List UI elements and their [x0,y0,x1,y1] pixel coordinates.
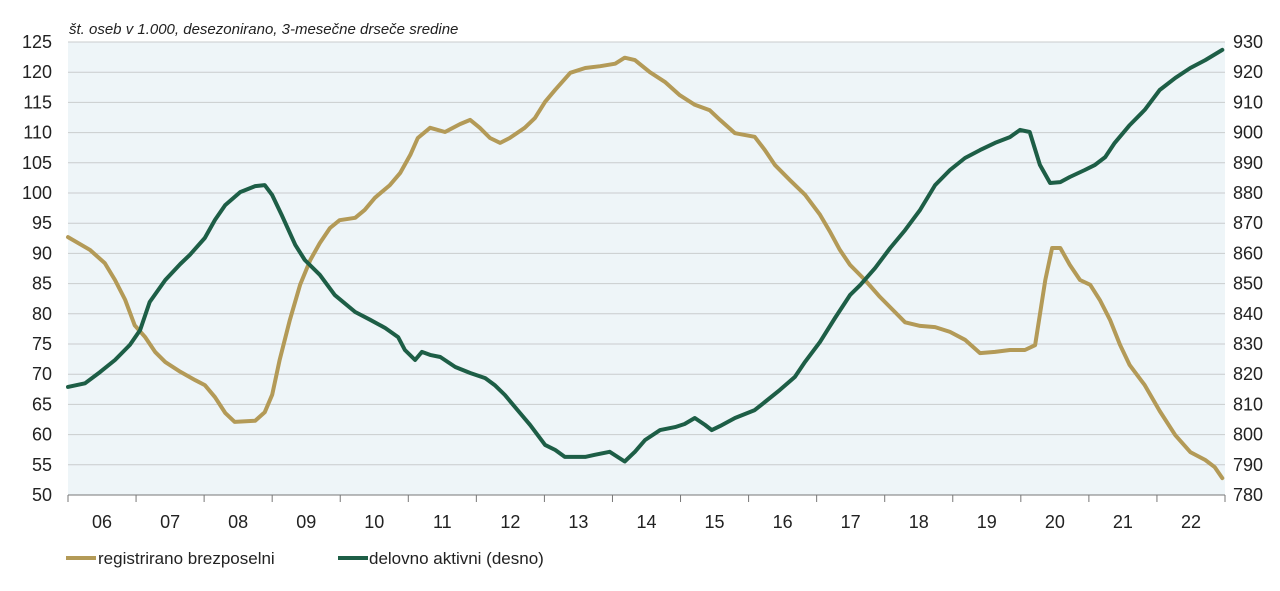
y-left-tick-label: 105 [22,153,52,173]
x-tick-label: 20 [1045,512,1065,532]
plot-area [68,42,1225,495]
y-right-tick-label: 790 [1233,455,1263,475]
y-right-tick-label: 840 [1233,304,1263,324]
y-left-tick-label: 65 [32,394,52,414]
y-right-tick-label: 870 [1233,213,1263,233]
gridlines [68,41,1225,466]
y-left-tick-label: 75 [32,334,52,354]
series-lines [66,47,1225,481]
y-right-tick-label: 780 [1233,485,1263,505]
x-tick-label: 09 [296,512,316,532]
y-left-tick-label: 100 [22,183,52,203]
y-left-tick-label: 90 [32,243,52,263]
x-tick-label: 14 [636,512,656,532]
y-left-tick-label: 55 [32,455,52,475]
x-tick-label: 22 [1181,512,1201,532]
left-axis: 125 120 115 110 105 100 95 90 85 80 75 70 65 60 55 50 [22,32,52,505]
x-tick-label: 15 [705,512,725,532]
x-tick-label: 06 [92,512,112,532]
x-axis: 06 07 08 09 10 11 12 13 14 15 16 17 18 19 20 21 22 [67,494,1226,532]
x-tick-label: 10 [364,512,384,532]
y-right-tick-label: 910 [1233,92,1263,112]
y-right-tick-label: 900 [1233,123,1263,143]
y-right-tick-label: 860 [1233,243,1263,263]
y-left-tick-label: 125 [22,32,52,52]
x-tick-label: 13 [568,512,588,532]
y-left-tick-label: 110 [23,123,52,143]
right-axis: 930 920 910 900 890 880 870 860 850 840 830 820 810 8… [1233,32,1263,505]
y-left-tick-label: 85 [32,274,52,294]
y-right-tick-label: 830 [1233,334,1263,354]
y-left-tick-label: 115 [23,92,52,112]
y-left-tick-label: 95 [32,213,52,233]
legend: registrirano brezposelni delovno aktivni… [66,549,544,568]
x-tick-label: 11 [433,512,452,532]
y-right-tick-label: 820 [1233,364,1263,384]
chart-subtitle: št. oseb v 1.000, desezonirano, 3-mesečn… [69,21,458,38]
x-tick-label: 17 [841,512,861,532]
y-right-tick-label: 930 [1233,32,1263,52]
y-left-tick-label: 120 [22,62,52,82]
legend-label-registrirano-brezposelni: registrirano brezposelni [98,549,275,568]
y-left-tick-label: 70 [32,364,52,384]
x-tick-label: 12 [500,512,520,532]
y-right-tick-label: 920 [1233,62,1263,82]
y-right-tick-label: 810 [1233,394,1263,414]
series-line-registrirano-brezposelni [66,55,1225,481]
y-right-tick-label: 800 [1233,425,1263,445]
y-left-tick-label: 60 [32,425,52,445]
series-line-delovno-aktivni [66,47,1225,464]
x-tick-label: 18 [909,512,929,532]
legend-label-delovno-aktivni: delovno aktivni (desno) [369,549,544,568]
y-right-tick-label: 890 [1233,153,1263,173]
y-left-tick-label: 50 [32,485,52,505]
y-right-tick-label: 880 [1233,183,1263,203]
x-tick-label: 07 [160,512,180,532]
y-right-tick-label: 850 [1233,274,1263,294]
x-tick-label: 08 [228,512,248,532]
x-tick-label: 21 [1113,512,1133,532]
x-tick-label: 16 [773,512,793,532]
y-left-tick-label: 80 [32,304,52,324]
x-tick-label: 19 [977,512,997,532]
